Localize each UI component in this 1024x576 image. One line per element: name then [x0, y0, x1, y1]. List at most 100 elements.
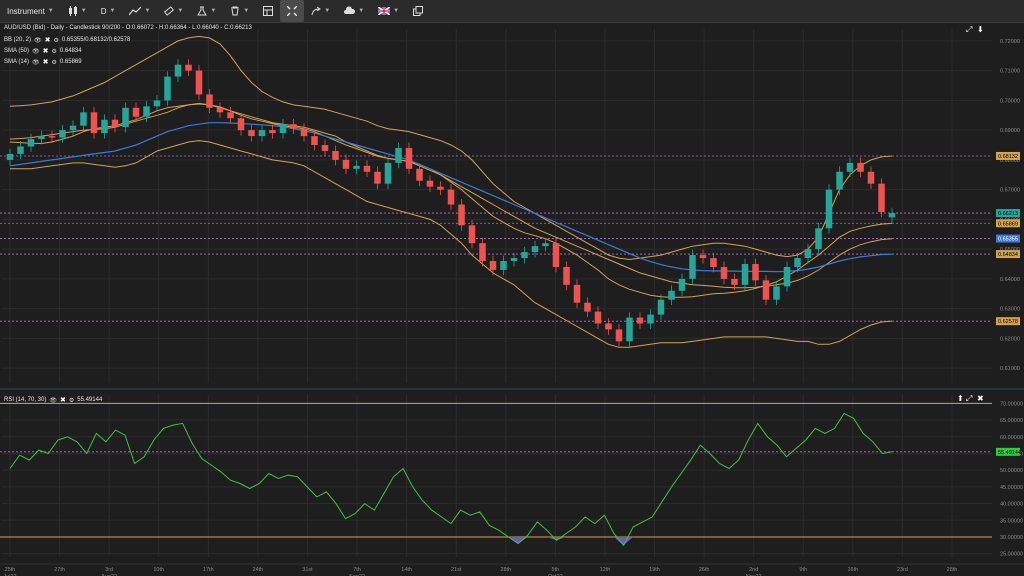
remove-icon[interactable]: ✖: [42, 48, 49, 55]
trash-icon: [231, 6, 240, 16]
candle: [384, 162, 392, 184]
arrow-down-icon[interactable]: ⬇: [977, 25, 984, 34]
x-axis-month: Aug22: [101, 574, 117, 576]
candle: [363, 165, 371, 172]
price-tag-label: 0.68132: [998, 154, 1018, 160]
trade-button[interactable]: ▼: [304, 0, 337, 22]
rsi-oversold-fill: [613, 536, 634, 546]
price-axis-tick: 0.67000: [1000, 188, 1020, 194]
candle: [510, 258, 518, 262]
x-axis-month: Nov22: [746, 574, 762, 576]
x-axis-tick: 2nd: [749, 567, 758, 573]
ruler-icon: [164, 6, 175, 16]
candle: [48, 136, 56, 138]
chart-area[interactable]: 0.72000 0.71000 0.70000 0.69000 0.68000 0.670…: [0, 23, 1024, 576]
candle: [237, 118, 245, 131]
remove-icon[interactable]: ✖: [44, 37, 51, 44]
candle: [290, 124, 297, 129]
price-tag: [996, 317, 1020, 326]
language-button[interactable]: ▼: [371, 0, 406, 22]
candle: [258, 130, 266, 137]
indicators-button[interactable]: ▼: [157, 0, 190, 22]
arrow-up-icon[interactable]: ⬆: [957, 394, 964, 403]
candle: [405, 147, 413, 169]
crosshair-icon: [287, 6, 298, 16]
bb-label: BB (20, 2): [4, 37, 32, 43]
close-icon[interactable]: ✖: [977, 394, 984, 403]
delete-button[interactable]: ▼: [223, 0, 256, 22]
eye-icon[interactable]: 👁: [32, 59, 40, 66]
popout-button[interactable]: [406, 0, 430, 22]
candle: [206, 94, 213, 108]
price-axis-tick: 0.68000: [1000, 158, 1020, 164]
pen-line-icon: [129, 6, 142, 16]
candle: [594, 311, 602, 324]
candle: [353, 165, 360, 169]
layout-icon: [263, 6, 274, 16]
candle: [111, 119, 119, 128]
candle: [17, 146, 24, 154]
candle: [668, 290, 675, 300]
bb-values: 0.65355/0.68132/0.62578: [61, 37, 131, 43]
x-axis-tick: 14th: [401, 567, 412, 573]
candle: [468, 225, 476, 244]
eye-icon[interactable]: 👁: [34, 37, 42, 44]
candle: [542, 243, 549, 247]
eye-icon[interactable]: 👁: [32, 48, 40, 55]
x-axis-tick: 27th: [54, 567, 65, 573]
candle: [27, 139, 35, 147]
candle: [867, 171, 875, 184]
gear-icon[interactable]: ⚙: [51, 59, 57, 66]
layout-button[interactable]: [256, 0, 280, 22]
candle: [279, 124, 287, 134]
drawing-tools-button[interactable]: ▼: [122, 0, 157, 22]
rsi-oversold-fill: [546, 536, 567, 541]
candle: [500, 261, 507, 270]
candle: [626, 317, 633, 342]
eye-icon[interactable]: 👁: [49, 397, 57, 404]
crosshair-button[interactable]: [280, 0, 305, 22]
chart-canvas[interactable]: 0.72000 0.71000 0.70000 0.69000 0.68000 0.670…: [0, 23, 1024, 576]
gear-icon[interactable]: ⚙: [68, 397, 75, 404]
period-dropdown[interactable]: D ▼: [94, 0, 123, 22]
instrument-dropdown[interactable]: Instrument ▼: [0, 0, 61, 22]
candle: [143, 106, 150, 117]
sma50-value: 0.64834: [59, 48, 82, 54]
maximize-icon[interactable]: ⤢: [966, 25, 973, 34]
rsi-value: 55.49144: [77, 397, 103, 403]
candle: [573, 284, 581, 303]
rsi-axis-tick: 45.00000: [1000, 485, 1023, 491]
remove-icon[interactable]: ✖: [59, 397, 66, 404]
rsi-axis-tick: 35.00000: [1000, 518, 1023, 524]
arrow-icon: [311, 6, 322, 16]
theme-button[interactable]: ▼: [337, 0, 371, 22]
price-legend-text: AUD/USD (Bid) - Daily - Candlestick 90/2…: [4, 25, 252, 31]
price-axis-tick: 0.61000: [1000, 366, 1020, 372]
x-axis-tick: 28th: [500, 567, 511, 573]
chart-type-button[interactable]: ▼: [61, 0, 94, 22]
x-axis-tick: 3rd: [105, 567, 113, 573]
studies-button[interactable]: ▼: [190, 0, 223, 22]
price-tag-label: 0.64834: [998, 252, 1018, 258]
candle: [395, 147, 402, 163]
x-axis-tick: 26th: [699, 567, 710, 573]
candle: [248, 130, 255, 137]
gear-icon[interactable]: ⚙: [51, 48, 57, 55]
candle: [164, 76, 171, 101]
candle: [342, 159, 350, 169]
rsi-value-tag: [996, 447, 1020, 456]
gear-icon[interactable]: ⚙: [53, 37, 59, 44]
price-axis-tick: 0.69000: [1000, 128, 1020, 134]
candle: [689, 255, 696, 279]
candle: [6, 153, 14, 160]
chevron-down-icon: ▼: [109, 8, 116, 14]
remove-icon[interactable]: ✖: [42, 59, 49, 66]
rsi-legend: RSI (14, 70, 30) 👁 ✖ ⚙ 55.49144: [4, 396, 102, 404]
price-tag-label: 0.65355: [998, 237, 1018, 243]
candle: [878, 183, 885, 212]
maximize-icon[interactable]: ⤢: [966, 394, 973, 403]
instrument-label: Instrument: [7, 6, 45, 16]
rsi-axis-tick: 65.00000: [1000, 418, 1023, 424]
popout-icon: [413, 6, 424, 16]
x-axis-month: Jul22: [3, 574, 16, 576]
